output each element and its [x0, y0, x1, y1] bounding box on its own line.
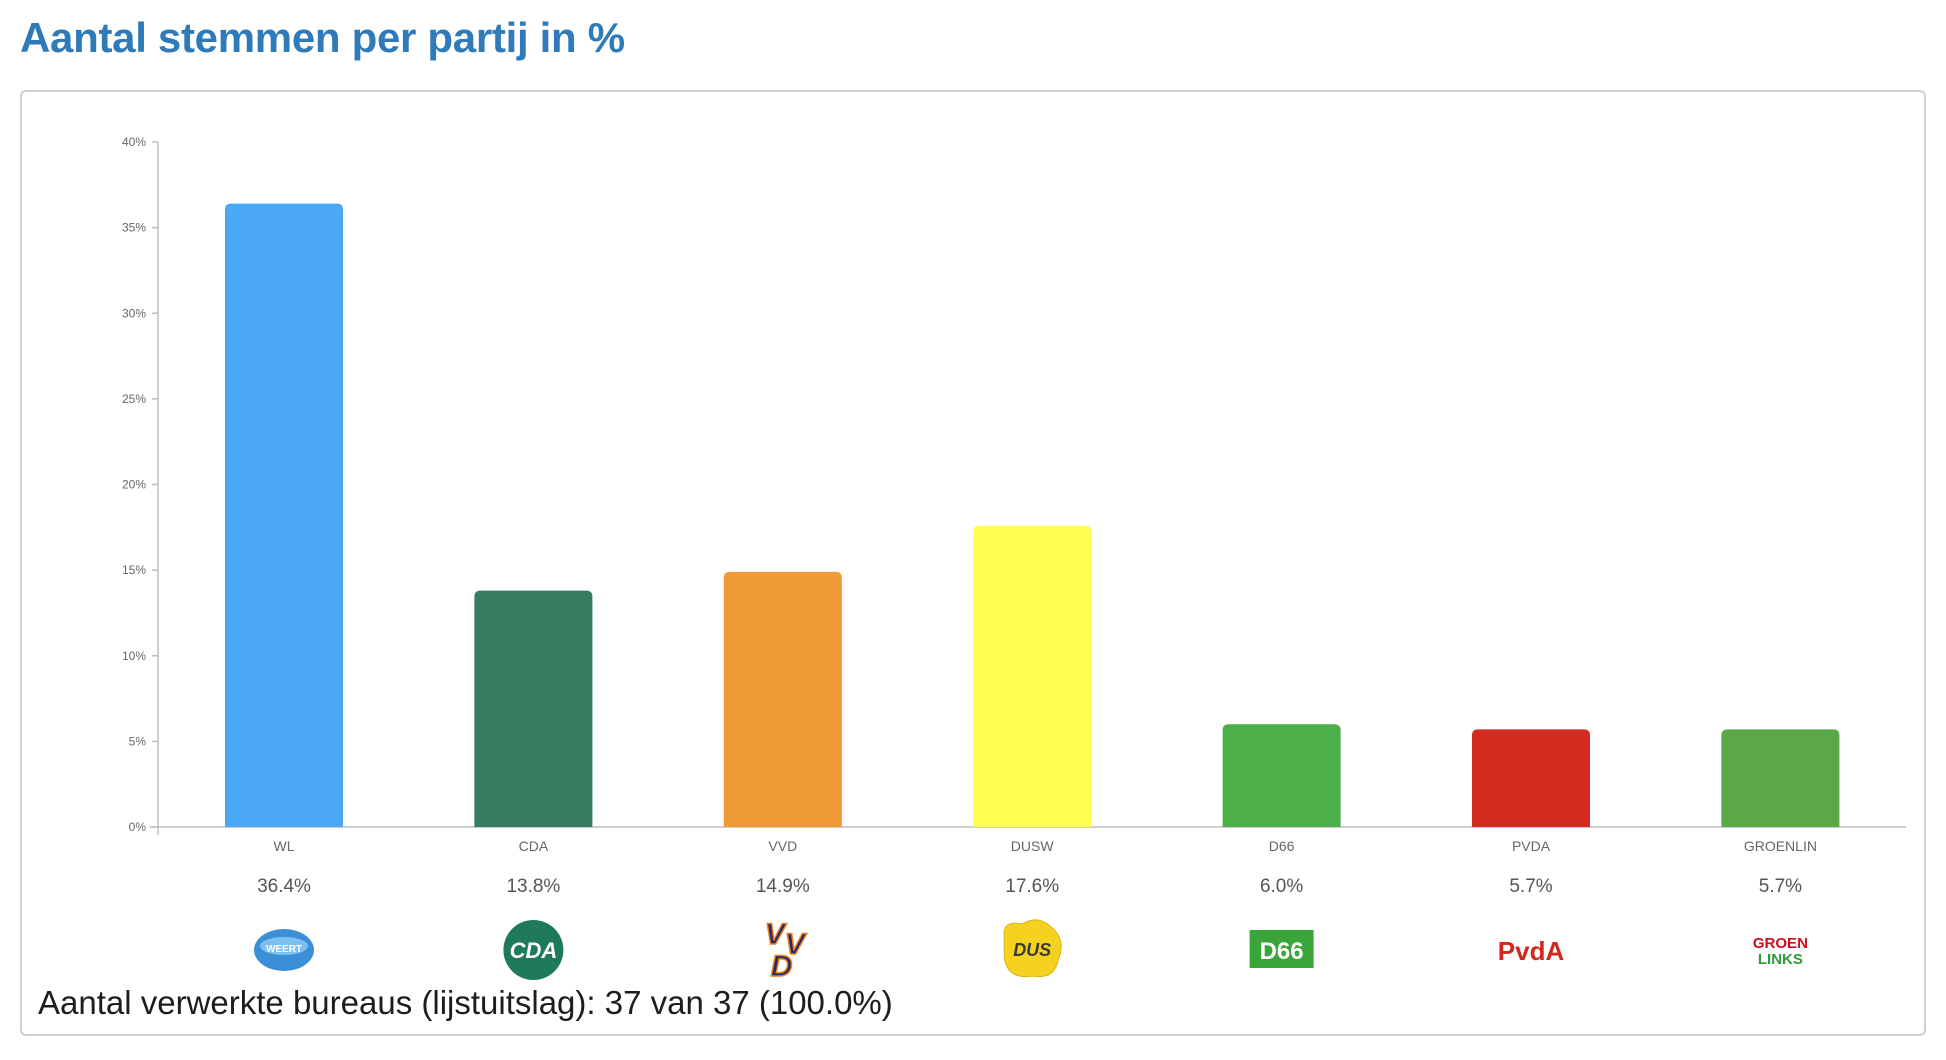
bar-pvda: [1472, 729, 1590, 827]
y-tick-label: 0%: [129, 820, 147, 834]
bar-d66: [1222, 724, 1341, 827]
bar-vvd: [723, 571, 842, 827]
dus-logo: DUS: [1003, 919, 1062, 978]
svg-text:V: V: [785, 928, 808, 961]
y-tick-label: 5%: [129, 734, 147, 748]
weert-lokaal-logo: WEERT: [254, 929, 314, 971]
data-label: 5.7%: [1509, 876, 1552, 897]
data-label: 14.9%: [756, 876, 810, 897]
bar-wl: [225, 203, 343, 827]
svg-text:V: V: [765, 918, 788, 951]
d66-logo: D66: [1249, 930, 1314, 968]
y-tick-label: 30%: [122, 306, 146, 320]
svg-text:GROEN: GROEN: [1753, 935, 1808, 952]
x-tick-label: PVDA: [1512, 838, 1551, 854]
bar-groenlin: [1721, 729, 1840, 827]
svg-text:LINKS: LINKS: [1758, 951, 1803, 968]
svg-text:DUS: DUS: [1013, 940, 1051, 960]
bar-cda: [474, 590, 593, 827]
svg-text:PvdA: PvdA: [1498, 936, 1565, 966]
chart-panel: 0% 5% 10% 15% 20% 25% 30% 35% 40% WL 36.4% CDA 13.8%…: [20, 90, 1926, 1036]
vvd-logo: V VD: [758, 917, 809, 984]
x-tick-label: WL: [274, 838, 295, 854]
x-tick-label: GROENLIN: [1744, 838, 1817, 854]
pvda-logo: PvdA: [1498, 936, 1565, 966]
processed-bureaus-status: Aantal verwerkte bureaus (lijstuitslag):…: [38, 984, 893, 1021]
x-tick-label: D66: [1269, 838, 1295, 854]
svg-text:D66: D66: [1260, 938, 1304, 965]
y-tick-label: 20%: [122, 478, 146, 492]
y-tick-label: 25%: [122, 392, 146, 406]
data-label: 36.4%: [257, 876, 311, 897]
x-tick-label: DUSW: [1011, 838, 1055, 854]
y-tick-label: 15%: [122, 563, 146, 577]
data-label: 6.0%: [1260, 876, 1303, 897]
bar-chart: 0% 5% 10% 15% 20% 25% 30% 35% 40% WL 36.4% CDA 13.8%…: [122, 135, 1906, 984]
cda-logo: CDA: [503, 920, 564, 980]
y-tick-label: 40%: [122, 135, 146, 149]
bar-dusw: [973, 525, 1092, 827]
svg-text:CDA: CDA: [510, 938, 558, 963]
data-label: 17.6%: [1005, 876, 1059, 897]
page-title: Aantal stemmen per partij in %: [20, 14, 625, 61]
data-label: 13.8%: [506, 876, 560, 897]
x-tick-label: VVD: [768, 838, 797, 854]
data-label: 5.7%: [1759, 876, 1802, 897]
svg-text:WEERT: WEERT: [266, 944, 302, 955]
svg-text:D: D: [771, 950, 793, 983]
y-tick-label: 10%: [122, 649, 146, 663]
y-tick-label: 35%: [122, 221, 146, 235]
x-tick-label: CDA: [519, 838, 549, 854]
